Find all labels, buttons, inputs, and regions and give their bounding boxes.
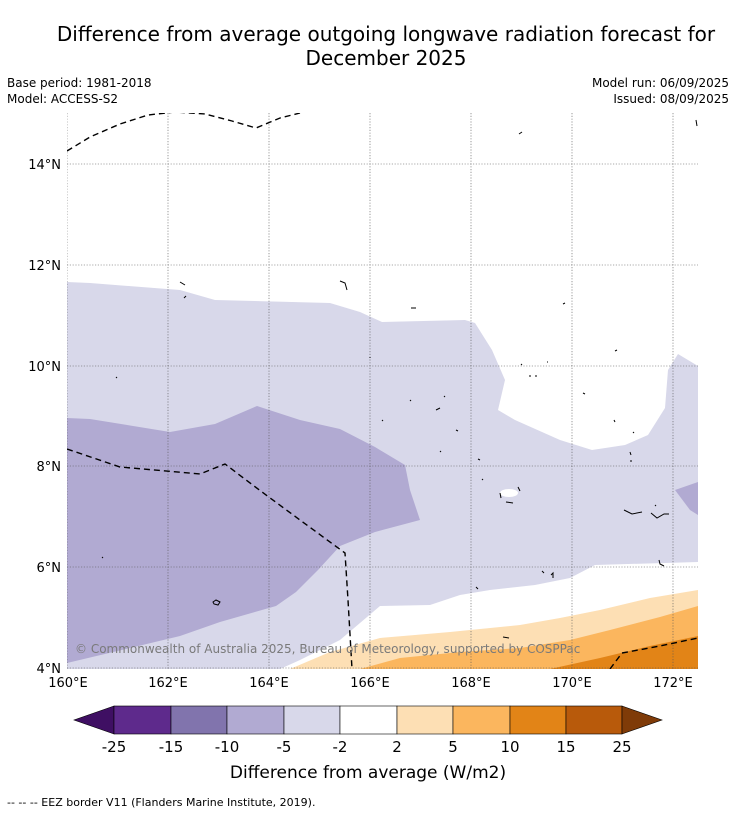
colorbar-tick: -5 bbox=[277, 738, 292, 756]
title-line-2: December 2025 bbox=[305, 46, 467, 70]
lat-label: 10°N bbox=[28, 360, 61, 375]
colorbar-tick: 15 bbox=[556, 738, 575, 756]
lon-label: 166°E bbox=[350, 676, 390, 691]
colorbar-swatch bbox=[452, 705, 511, 735]
map-panel: © Commonwealth of Australia 2025, Bureau… bbox=[67, 113, 698, 669]
title-line-1: Difference from average outgoing longwav… bbox=[56, 22, 716, 46]
lon-label: 172°E bbox=[653, 676, 693, 691]
lon-label: 164°E bbox=[249, 676, 289, 691]
lat-label: 8°N bbox=[37, 460, 62, 475]
colorbar-tick: -15 bbox=[159, 738, 184, 756]
lon-label: 170°E bbox=[552, 676, 592, 691]
lat-label: 4°N bbox=[37, 662, 62, 677]
region-5-to-10 bbox=[360, 606, 698, 669]
colorbar-tick: 5 bbox=[448, 738, 458, 756]
eez-borders bbox=[67, 113, 698, 669]
issued-date: Issued: 08/09/2025 bbox=[613, 92, 729, 106]
copyright-notice: © Commonwealth of Australia 2025, Bureau… bbox=[75, 642, 580, 656]
white-patch bbox=[500, 489, 518, 497]
colorbar-swatch bbox=[283, 705, 341, 735]
meta-right: Model run: 06/09/2025 Issued: 08/09/2025 bbox=[592, 75, 729, 107]
colorbar-tick: 25 bbox=[612, 738, 631, 756]
model-run: Model run: 06/09/2025 bbox=[591, 76, 729, 90]
colorbar-swatch bbox=[396, 705, 454, 735]
eez-legend-note: -- -- -- EEZ border V11 (Flanders Marine… bbox=[7, 796, 316, 809]
colorbar-tick: 10 bbox=[500, 738, 519, 756]
colorbar-swatch bbox=[339, 705, 398, 735]
colorbar-tick: 2 bbox=[392, 738, 402, 756]
colorbar-swatch bbox=[226, 705, 285, 735]
colorbar-swatch bbox=[509, 705, 567, 735]
colorbar-swatch bbox=[170, 705, 228, 735]
base-period: Base period: 1981-2018 bbox=[7, 76, 152, 90]
lon-label: 168°E bbox=[451, 676, 491, 691]
colorbar-extend-high bbox=[621, 705, 663, 735]
gridlines bbox=[67, 113, 698, 669]
model-name: Model: ACCESS-S2 bbox=[7, 92, 119, 106]
region-patch-east bbox=[675, 482, 698, 515]
colorbar-tick: -10 bbox=[215, 738, 240, 756]
colorbar-tick: -25 bbox=[102, 738, 127, 756]
meta-left: Base period: 1981-2018 Model: ACCESS-S2 bbox=[7, 75, 152, 107]
lat-label: 6°N bbox=[37, 561, 62, 576]
islands bbox=[101, 119, 698, 639]
lat-axis-labels: 14°N 12°N 10°N 8°N 6°N 4°N bbox=[28, 158, 61, 677]
colorbar-swatch bbox=[565, 705, 623, 735]
map-title: Difference from average outgoing longwav… bbox=[0, 22, 736, 70]
lon-label: 162°E bbox=[148, 676, 188, 691]
colorbar-title: Difference from average (W/m2) bbox=[230, 763, 506, 783]
lat-label: 12°N bbox=[28, 259, 61, 274]
lon-label: 160°E bbox=[48, 676, 88, 691]
lon-axis-labels: 160°E 162°E 164°E 166°E 168°E 170°E 172°… bbox=[48, 676, 693, 691]
colorbar-tick: -2 bbox=[333, 738, 348, 756]
lat-label: 14°N bbox=[28, 158, 61, 173]
colorbar-tick-labels: -25 -15 -10 -5 -2 2 5 10 15 25 bbox=[102, 738, 632, 756]
colorbar-extend-low bbox=[73, 705, 115, 735]
colorbar-swatch bbox=[113, 705, 172, 735]
colorbar bbox=[73, 705, 663, 735]
